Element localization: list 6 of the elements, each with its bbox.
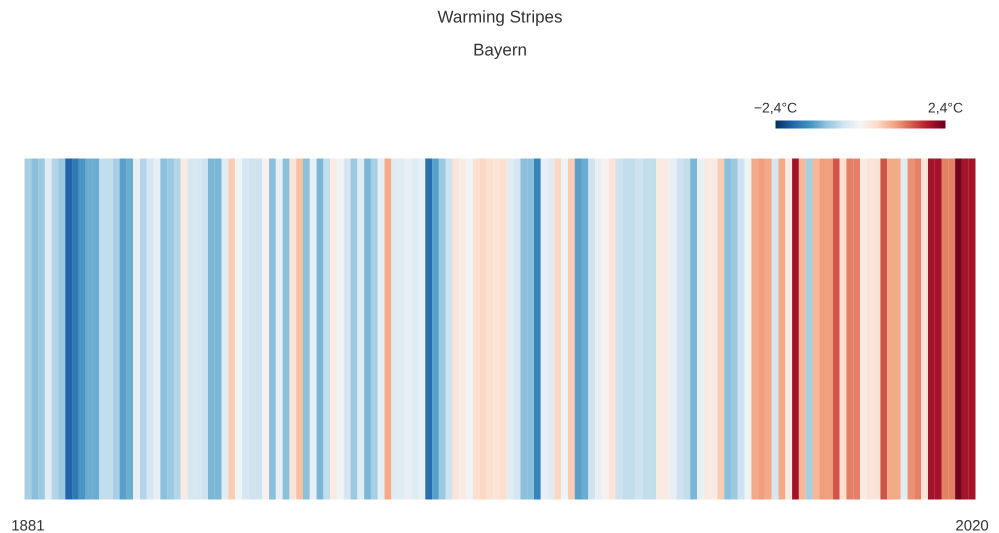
color-bar-label: 2,4°C — [928, 100, 964, 116]
chart-subtitle: Bayern — [473, 40, 527, 60]
x-tick-label: 2020 — [955, 518, 989, 533]
color-bar-label: −2,4°C — [754, 100, 798, 116]
chart-title: Warming Stripes — [437, 8, 563, 26]
x-tick-label: 1881 — [11, 518, 45, 533]
